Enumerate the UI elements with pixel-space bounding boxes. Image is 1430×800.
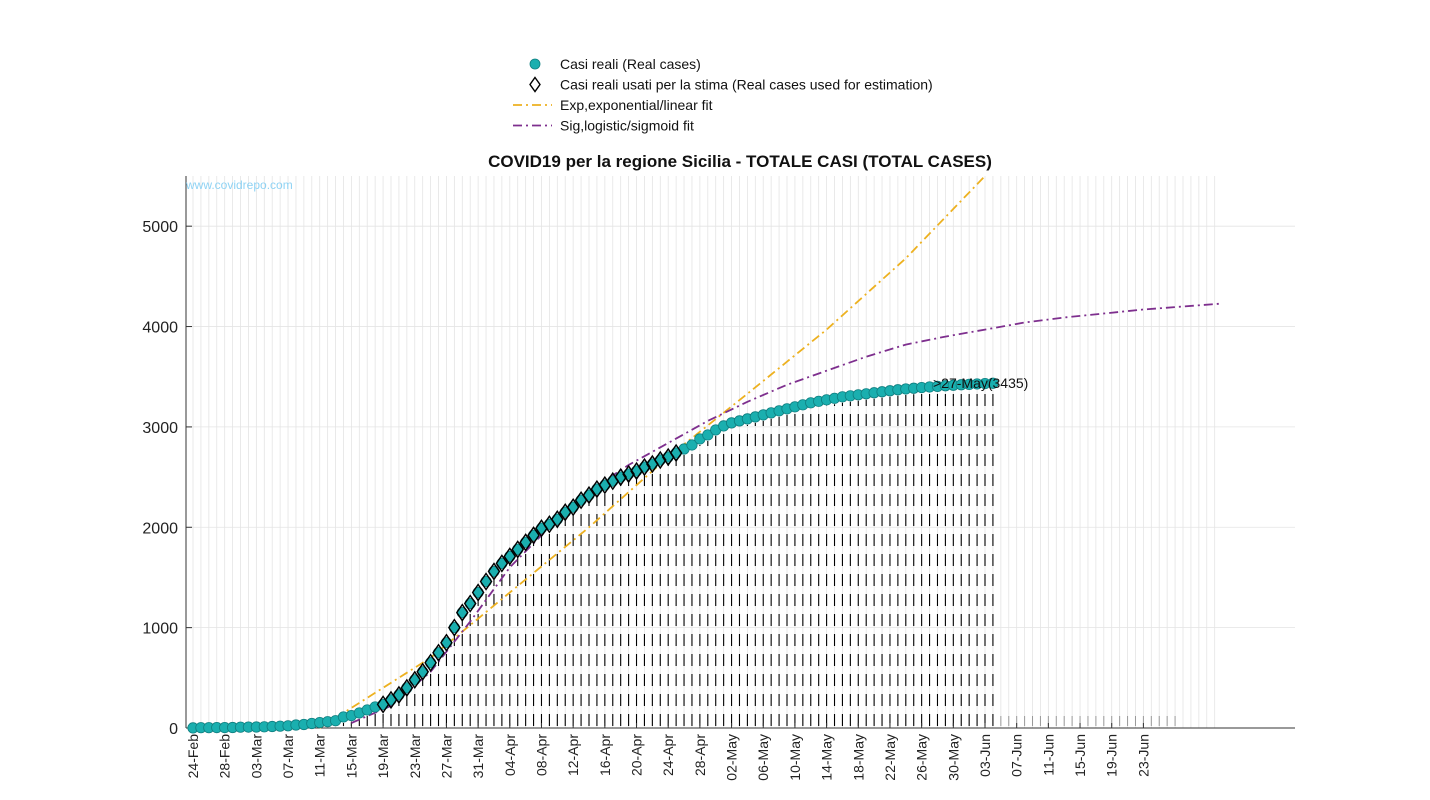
real-case-point [702, 429, 714, 441]
estimation-point [519, 533, 532, 552]
estimation-point [614, 467, 628, 487]
x-tick-label: 16-Apr [597, 734, 613, 776]
estimation-point [408, 670, 422, 690]
y-tick-label: 3000 [142, 420, 178, 437]
x-tick-label: 11-Mar [312, 734, 328, 778]
x-tick-label: 28-Apr [692, 734, 708, 776]
x-tick-label: 23-Jun [1135, 734, 1151, 777]
estimation-point [463, 594, 477, 613]
legend: Casi reali (Real cases) Casi reali usati … [513, 56, 933, 134]
x-tick-label: 15-Jun [1072, 734, 1088, 777]
x-tick-label: 28-Feb [217, 734, 233, 779]
real-case-point [686, 439, 698, 451]
x-tick-label: 24-Apr [660, 734, 676, 776]
estimation-point [424, 653, 437, 672]
estimation-point [432, 643, 445, 662]
estimation-point [669, 443, 683, 463]
x-tick-label: 06-May [755, 734, 771, 781]
legend-label-estimation: Casi reali usati per la stima (Real case… [560, 77, 933, 93]
x-tick-label: 31-Mar [470, 734, 486, 779]
x-tick-label: 23-Mar [407, 734, 423, 779]
estimation-point [416, 662, 430, 682]
x-tick-label: 24-Feb [185, 734, 201, 779]
x-tick-label: 04-Apr [502, 734, 518, 776]
estimation-point [440, 633, 453, 652]
series [187, 175, 1223, 734]
grid [186, 176, 1295, 729]
estimation-point [487, 562, 501, 581]
estimation-point [527, 526, 540, 545]
x-tick-label: 20-Apr [629, 734, 645, 776]
estimation-point [511, 540, 525, 559]
x-tick-label: 18-May [850, 734, 866, 781]
axes: 0 1000 2000 3000 4000 5000 24-Feb 28-Feb 03-Mar 0… [142, 176, 1295, 781]
estimation-point [622, 464, 635, 484]
y-tick-label: 4000 [142, 320, 178, 337]
x-tick-label: 11-Jun [1040, 734, 1056, 776]
estimation-point [400, 678, 414, 698]
x-tick-label: 12-Apr [565, 734, 581, 776]
y-tick-label: 5000 [142, 219, 178, 236]
legend-label-real: Casi reali (Real cases) [560, 56, 701, 72]
y-tick-label: 1000 [142, 621, 178, 638]
x-tick-label: 07-Mar [280, 734, 296, 779]
estimation-point [582, 485, 596, 505]
x-tick-label: 15-Mar [343, 734, 359, 779]
x-tick-label: 19-Mar [375, 734, 391, 779]
x-tick-label: 19-Jun [1104, 734, 1120, 777]
x-tick-label: 03-Jun [977, 734, 993, 777]
chart-title: COVID19 per la regione Sicilia - TOTALE … [488, 152, 992, 171]
watermark-text: www.covidrepo.com [185, 178, 293, 192]
estimation-point [448, 618, 461, 637]
x-tick-label: 07-Jun [1009, 734, 1025, 777]
estimation-point [471, 583, 485, 602]
x-tick-label: 02-May [724, 734, 740, 781]
estimation-point [479, 572, 493, 591]
estimation-point [566, 497, 580, 517]
y-tick-label: 2000 [142, 520, 178, 537]
estimation-point [392, 685, 406, 705]
estimation-point [495, 554, 509, 573]
x-tick-label: 03-Mar [248, 734, 264, 779]
x-tick-label: 30-May [945, 734, 961, 781]
legend-estimation-marker [529, 76, 541, 93]
x-tick-label: 10-May [787, 734, 803, 781]
estimation-point [638, 457, 651, 477]
x-tick-label: 26-May [914, 734, 930, 781]
y-tick-label: 0 [169, 721, 178, 738]
last-value-annotation: >27-May(3435) [933, 375, 1028, 391]
x-tick-label: 27-Mar [438, 734, 454, 779]
vertical-hatch-lines [342, 389, 1176, 726]
estimation-point [455, 603, 469, 622]
legend-real-marker [529, 58, 541, 70]
x-tick-label: 14-May [819, 734, 835, 781]
x-tick-label: 22-May [882, 734, 898, 781]
sig-fit-line [351, 302, 1223, 724]
legend-label-sig: Sig,logistic/sigmoid fit [560, 118, 694, 134]
x-tick-label: 08-Apr [533, 734, 549, 776]
estimation-point [550, 510, 564, 529]
real-case-point [987, 377, 999, 389]
estimation-point [653, 450, 667, 470]
estimation-point [503, 547, 517, 566]
legend-label-exp: Exp,exponential/linear fit [560, 97, 713, 113]
